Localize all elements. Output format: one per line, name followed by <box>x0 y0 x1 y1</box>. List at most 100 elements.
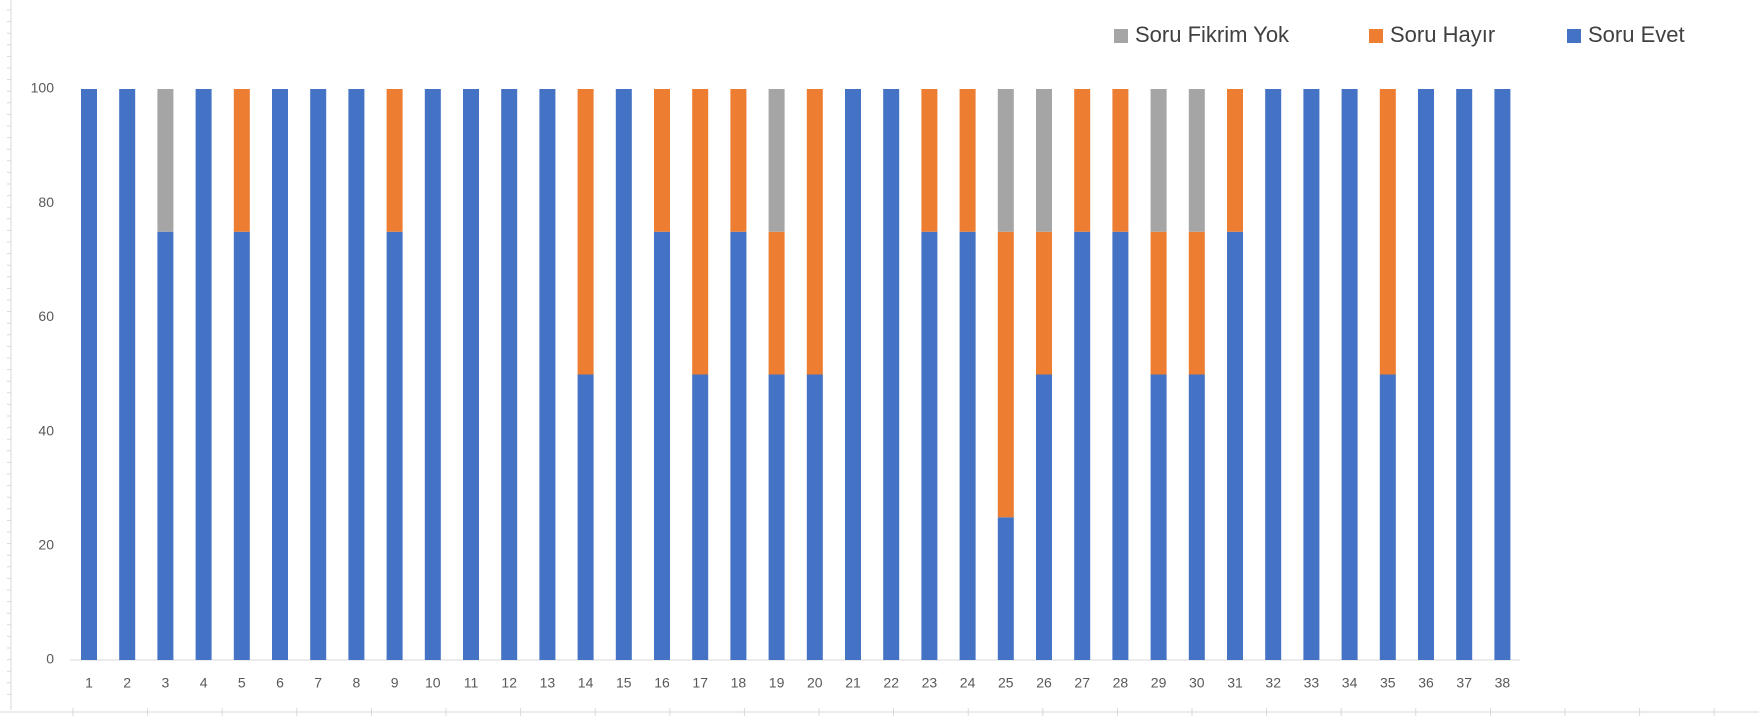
bar-segment <box>959 231 976 660</box>
bar-segment <box>1303 89 1320 660</box>
x-tick-label: 18 <box>731 675 747 691</box>
bar-segment <box>1227 231 1243 660</box>
bar-segment <box>386 89 403 232</box>
bar-segment <box>768 374 785 660</box>
bar-segment <box>654 89 670 232</box>
x-tick-label: 14 <box>578 675 594 691</box>
y-tick-label: 60 <box>38 308 54 324</box>
legend-swatch <box>1567 29 1581 43</box>
x-tick-label: 26 <box>1036 675 1052 691</box>
legend-label: Soru Evet <box>1588 22 1685 47</box>
x-tick-label: 4 <box>200 675 208 691</box>
bar-segment <box>1188 231 1205 375</box>
x-tick-label: 16 <box>654 675 670 691</box>
x-tick-label: 8 <box>353 675 361 691</box>
bar-segment <box>1036 374 1052 660</box>
x-tick-label: 25 <box>998 675 1014 691</box>
bar-segment <box>883 89 900 660</box>
bar-segment <box>272 89 288 660</box>
bar-segment <box>1456 89 1473 660</box>
x-tick-label: 32 <box>1265 675 1281 691</box>
bar-segment <box>1188 374 1205 660</box>
bar-segment <box>310 89 327 660</box>
bar-segment <box>1074 89 1091 232</box>
bar-segment <box>1074 231 1091 660</box>
x-tick-label: 33 <box>1304 675 1320 691</box>
bar-segment <box>1150 231 1167 375</box>
bar-segment <box>463 89 479 660</box>
x-tick-label: 27 <box>1074 675 1090 691</box>
bar-segment <box>424 89 441 660</box>
bar-segment <box>1150 374 1167 660</box>
bar-segment <box>348 89 365 660</box>
x-tick-label: 5 <box>238 675 246 691</box>
bar-segment <box>386 231 403 660</box>
bar-segment <box>997 517 1014 660</box>
x-tick-label: 38 <box>1495 675 1511 691</box>
x-tick-label: 11 <box>464 675 479 691</box>
bar-segment <box>1112 89 1129 232</box>
legend-swatch <box>1114 29 1128 43</box>
bar-segment <box>768 231 785 375</box>
bar-segment <box>730 89 747 232</box>
bar-segment <box>806 89 823 375</box>
y-tick-label: 80 <box>38 194 54 210</box>
bar-segment <box>1227 89 1243 232</box>
bar-segment <box>577 89 594 375</box>
x-tick-label: 19 <box>769 675 785 691</box>
x-tick-label: 21 <box>845 675 861 691</box>
bar-segment <box>1494 89 1511 660</box>
bar-segment <box>233 231 250 660</box>
legend-label: Soru Fikrim Yok <box>1135 22 1290 47</box>
bar-segment <box>1036 89 1052 232</box>
bar-segment <box>1112 231 1129 660</box>
bar-segment <box>730 231 747 660</box>
x-tick-label: 23 <box>922 675 938 691</box>
bar-segment <box>615 89 632 660</box>
x-tick-label: 12 <box>501 675 517 691</box>
x-tick-label: 36 <box>1418 675 1434 691</box>
x-tick-label: 15 <box>616 675 632 691</box>
x-tick-label: 3 <box>162 675 170 691</box>
x-tick-label: 34 <box>1342 675 1358 691</box>
bar-segment <box>845 89 861 660</box>
x-tick-label: 9 <box>391 675 399 691</box>
x-tick-label: 7 <box>314 675 322 691</box>
bar-segment <box>157 89 174 232</box>
bar-segment <box>921 231 938 660</box>
bar-segment <box>1036 231 1052 375</box>
x-tick-label: 24 <box>960 675 976 691</box>
bar-segment <box>692 374 709 660</box>
bar-segment <box>1188 89 1205 232</box>
x-tick-label: 10 <box>425 675 441 691</box>
y-tick-label: 40 <box>38 422 54 438</box>
x-tick-label: 13 <box>540 675 556 691</box>
x-tick-label: 29 <box>1151 675 1167 691</box>
bar-segment <box>195 89 212 660</box>
bar-segment <box>806 374 823 660</box>
y-tick-label: 100 <box>31 80 55 96</box>
bar-segment <box>577 374 594 660</box>
y-tick-label: 20 <box>38 537 54 553</box>
bar-segment <box>501 89 518 660</box>
bar-segment <box>959 89 976 232</box>
x-tick-label: 22 <box>883 675 899 691</box>
bar-segment <box>1379 374 1396 660</box>
bar-segment <box>921 89 938 232</box>
bar-segment <box>768 89 785 232</box>
x-tick-label: 6 <box>276 675 284 691</box>
bar-segment <box>1265 89 1282 660</box>
bar-segment <box>1418 89 1434 660</box>
bar-segment <box>654 231 670 660</box>
legend-swatch <box>1369 29 1383 43</box>
bar-segment <box>539 89 556 660</box>
bar-segment <box>233 89 250 232</box>
x-tick-label: 17 <box>692 675 708 691</box>
legend-label: Soru Hayır <box>1390 22 1495 47</box>
x-tick-label: 20 <box>807 675 823 691</box>
bar-segment <box>1341 89 1358 660</box>
x-tick-label: 30 <box>1189 675 1205 691</box>
bar-segment <box>692 89 709 375</box>
x-tick-label: 2 <box>123 675 131 691</box>
bar-segment <box>1150 89 1167 232</box>
